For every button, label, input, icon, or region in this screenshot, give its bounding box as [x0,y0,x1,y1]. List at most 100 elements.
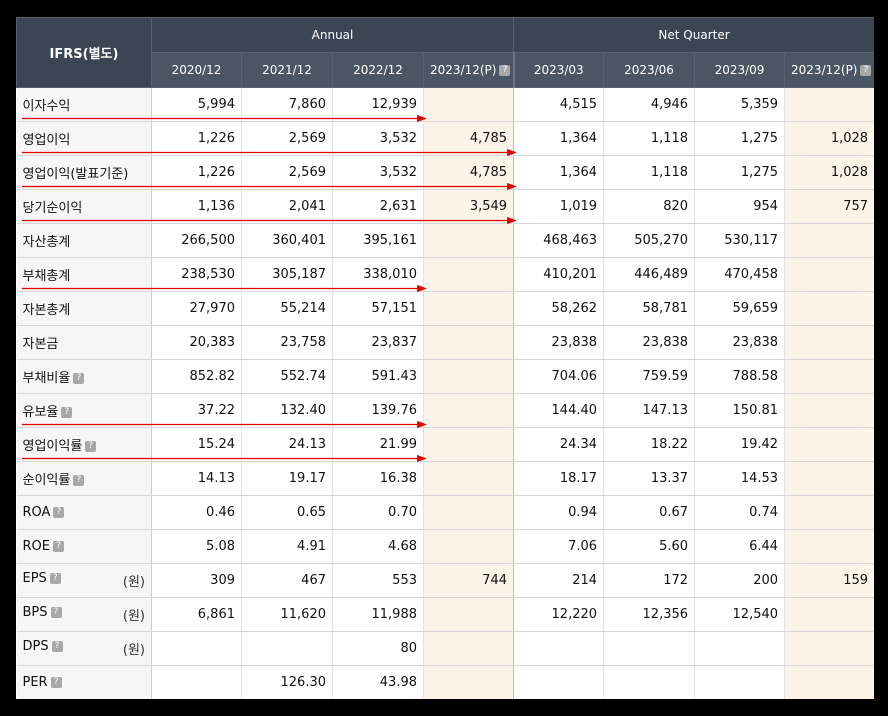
question-icon[interactable]: ? [61,407,73,418]
question-icon[interactable]: ? [53,507,65,518]
value-cell: 139.76 [332,393,424,428]
row-label[interactable]: 유보율? [16,393,152,428]
value-cell [423,597,515,632]
question-icon[interactable]: ? [73,373,85,384]
value-cell: 4,946 [603,87,696,122]
row-label[interactable]: ROE? [16,529,152,564]
question-icon[interactable]: ? [52,541,64,552]
row-label[interactable]: 당기순이익 [16,189,152,224]
row-label[interactable]: ROA? [16,495,152,530]
row-label[interactable]: 영업이익 [16,121,152,156]
value-cell: 27,970 [151,291,242,326]
value-cell: 1,226 [151,155,242,190]
row-label[interactable]: 부채총계 [16,257,152,292]
value-cell [513,631,605,666]
value-cell: 446,489 [603,257,696,292]
value-cell: 4.91 [241,529,333,564]
row-label[interactable]: PER? [16,665,152,699]
value-cell [694,631,786,666]
period-header: 2022/12 [332,52,424,88]
value-cell: 1,028 [784,121,874,156]
value-cell [784,325,874,360]
table-row: 영업이익률? 15.24 24.13 21.99 24.34 18.22 19.42 [16,427,874,462]
value-cell: 172 [603,563,696,598]
row-label[interactable]: 영업이익(발표기준) [16,155,152,190]
table-row: ROE? 5.08 4.91 4.68 7.06 5.60 6.44 [16,529,874,564]
row-label[interactable]: 자산총계 [16,223,152,258]
value-cell [784,393,874,428]
value-cell: 1,136 [151,189,242,224]
value-cell: 468,463 [513,223,605,258]
value-cell: 591.43 [332,359,424,394]
period-header: 2023/06 [603,52,696,88]
value-cell: 23,758 [241,325,333,360]
value-cell [151,631,242,666]
row-label[interactable]: DPS? (원) [16,631,152,666]
period-header: 2023/12(P)? [784,52,874,88]
value-cell [423,257,515,292]
value-cell: 820 [603,189,696,224]
period-header: 2023/12(P)? [422,52,515,88]
value-cell [603,631,696,666]
value-cell: 470,458 [694,257,786,292]
question-icon[interactable]: ? [73,475,85,486]
question-icon[interactable]: ? [50,607,62,618]
question-icon[interactable]: ? [860,65,872,76]
row-label[interactable]: 자본총계 [16,291,152,326]
row-label[interactable]: 영업이익률? [16,427,152,462]
row-label[interactable]: 순이익률? [16,461,152,496]
value-cell: 159 [784,563,874,598]
row-label[interactable]: 이자수익 [16,87,152,122]
value-cell: 43.98 [332,665,424,699]
table-row: ROA? 0.46 0.65 0.70 0.94 0.67 0.74 [16,495,874,530]
value-cell [784,359,874,394]
value-cell: 12,939 [332,87,424,122]
value-cell: 7.06 [513,529,605,564]
table-row: DPS? (원) 80 [16,631,874,666]
value-cell [423,87,515,122]
value-cell: 132.40 [241,393,333,428]
value-cell: 23,838 [694,325,786,360]
value-cell: 410,201 [513,257,605,292]
value-cell: 360,401 [241,223,333,258]
value-cell [151,665,242,699]
row-label[interactable]: EPS? (원) [16,563,152,598]
value-cell: 23,838 [603,325,696,360]
table-row: 자산총계 266,500 360,401 395,161 468,463 505,270 5… [16,223,874,258]
value-cell: 5.08 [151,529,242,564]
table-row: 유보율? 37.22 132.40 139.76 144.40 147.13 150.81 [16,393,874,428]
value-cell: 1,364 [513,155,605,190]
value-cell: 12,540 [694,597,786,632]
row-label[interactable]: 자본금 [16,325,152,360]
table-row: 자본금 20,383 23,758 23,837 23,838 23,838 23,838 [16,325,874,360]
value-cell: 16.38 [332,461,424,496]
value-cell: 2,569 [241,155,333,190]
value-cell: 13.37 [603,461,696,496]
row-label[interactable]: 부채비율? [16,359,152,394]
question-icon[interactable]: ? [85,441,97,452]
value-cell: 0.65 [241,495,333,530]
value-cell: 6.44 [694,529,786,564]
value-cell [423,529,515,564]
period-header: 2023/09 [694,52,786,88]
question-icon[interactable]: ? [499,65,511,76]
value-cell: 1,275 [694,155,786,190]
table-row: 부채비율? 852.82 552.74 591.43 704.06 759.59 788.5… [16,359,874,394]
value-cell: 58,781 [603,291,696,326]
value-cell: 395,161 [332,223,424,258]
question-icon[interactable]: ? [50,677,62,688]
table-row: 이자수익 5,994 7,860 12,939 4,515 4,946 5,359 [16,87,874,122]
question-icon[interactable]: ? [49,573,61,584]
row-label[interactable]: BPS? (원) [16,597,152,632]
value-cell: 4.68 [332,529,424,564]
value-cell [784,665,874,699]
question-icon[interactable]: ? [51,641,63,652]
unit-label: (원) [122,575,145,590]
value-cell: 505,270 [603,223,696,258]
value-cell: 0.94 [513,495,605,530]
value-cell: 852.82 [151,359,242,394]
value-cell: 3,549 [423,189,515,224]
value-cell [423,665,515,699]
quarter-group-header: Net Quarter [513,17,874,53]
value-cell: 126.30 [241,665,333,699]
